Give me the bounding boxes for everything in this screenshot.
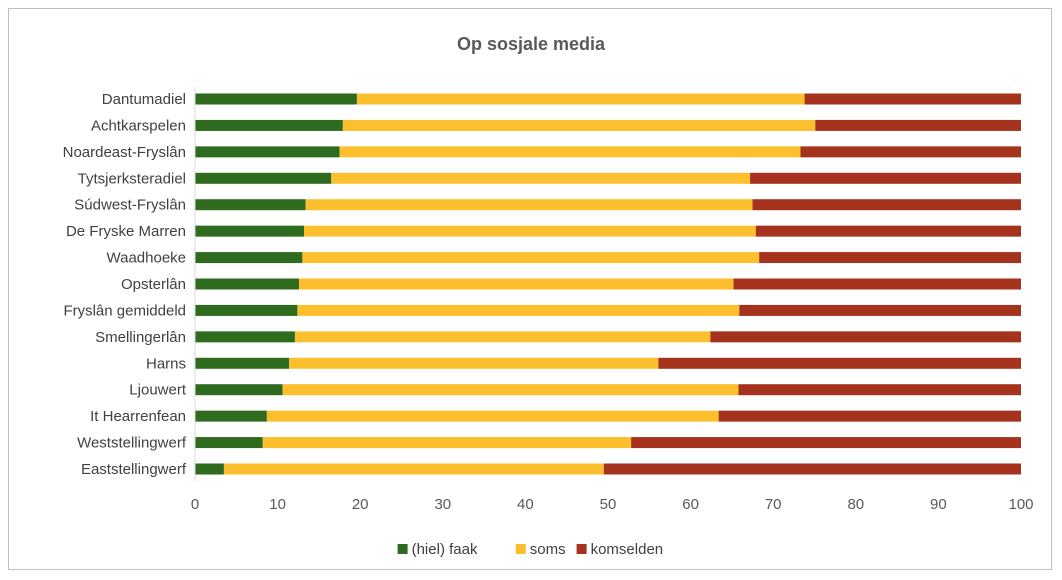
category-label: Dantumadiel (102, 91, 186, 108)
category-labels-group: Dantumadiel Achtkarspelen Noardeast-Fryslâ… (63, 91, 187, 478)
bar-segment-1-row-2 (195, 119, 343, 131)
bar-segment-2-row-14 (262, 437, 632, 449)
bar-segment-1-row-10 (195, 331, 295, 343)
category-label: Tytsjerksteradiel (78, 170, 186, 187)
bar-segment-2-row-6 (304, 225, 756, 237)
bar-segment-2-row-8 (299, 278, 734, 290)
x-tick-label: 80 (847, 496, 864, 513)
legend-swatch-3 (576, 544, 587, 554)
bar-segment-1-row-4 (195, 172, 332, 184)
bar-segment-1-row-13 (195, 410, 267, 422)
bar-segment-1-row-14 (195, 437, 263, 449)
bar-segment-3-row-6 (755, 225, 1021, 237)
bar-segment-3-row-14 (631, 437, 1021, 449)
bar-segment-3-row-4 (750, 172, 1021, 184)
bar-segment-2-row-11 (289, 357, 659, 369)
bars-group (194, 87, 1021, 481)
bar-segment-2-row-1 (356, 93, 805, 105)
bar-segment-2-row-2 (342, 119, 816, 131)
bar-segment-1-row-7 (195, 252, 303, 264)
bar-segment-3-row-15 (603, 463, 1021, 475)
bar-segment-3-row-2 (815, 119, 1021, 131)
category-label: Opsterlân (121, 276, 186, 293)
bar-segment-3-row-9 (739, 304, 1021, 316)
category-label: Fryslân gemiddeld (63, 302, 186, 319)
bar-segment-2-row-9 (297, 304, 740, 316)
bar-segment-3-row-5 (752, 199, 1021, 211)
bar-segment-2-row-7 (302, 252, 760, 264)
legend-label-2: soms (530, 541, 566, 558)
bar-segment-3-row-12 (738, 384, 1021, 396)
legend: (hiel) faak soms komselden (397, 541, 664, 558)
chart-title: Op sosjale media (456, 34, 606, 54)
bar-segment-1-row-5 (195, 199, 306, 211)
bar-segment-3-row-7 (759, 252, 1021, 264)
category-label: Noardeast-Fryslân (63, 144, 186, 161)
legend-swatch-2 (515, 544, 526, 554)
bar-segment-3-row-8 (733, 278, 1021, 290)
bar-segment-1-row-9 (195, 304, 298, 316)
x-tick-label: 30 (434, 496, 451, 513)
bar-segment-1-row-3 (195, 146, 340, 158)
category-label: De Fryske Marren (66, 223, 186, 240)
bar-segment-2-row-5 (305, 199, 753, 211)
x-tick-label: 60 (682, 496, 699, 513)
bar-segment-2-row-3 (339, 146, 801, 158)
bar-segment-2-row-15 (223, 463, 604, 475)
x-tick-label: 70 (765, 496, 782, 513)
category-label: Smellingerlân (95, 329, 186, 346)
bar-segment-1-row-8 (195, 278, 300, 290)
category-label: Súdwest-Fryslân (74, 197, 186, 214)
category-label: Achtkarspelen (91, 117, 186, 134)
category-label: Eaststellingwerf (81, 461, 187, 478)
bar-segment-2-row-10 (294, 331, 711, 343)
bar-segment-2-row-12 (282, 384, 739, 396)
bar-segment-3-row-3 (800, 146, 1021, 158)
category-label: Ljouwert (129, 382, 187, 399)
category-label: Waadhoeke (107, 250, 187, 267)
x-tick-label: 10 (269, 496, 286, 513)
legend-label-3: komselden (591, 541, 664, 558)
bar-segment-3-row-13 (718, 410, 1021, 422)
bar-segment-3-row-10 (710, 331, 1021, 343)
x-tick-label: 20 (352, 496, 369, 513)
bar-segment-1-row-12 (195, 384, 283, 396)
bar-segment-2-row-13 (266, 410, 719, 422)
legend-label-1: (hiel) faak (412, 541, 478, 558)
x-tick-labels-group: 0 10 20 30 40 50 60 70 80 90 100 (191, 496, 1034, 513)
bar-segment-1-row-15 (195, 463, 224, 475)
category-label: Harns (146, 355, 186, 372)
bar-segment-1-row-11 (195, 357, 290, 369)
bar-segment-1-row-1 (195, 93, 357, 105)
bar-segment-2-row-4 (331, 172, 751, 184)
x-tick-label: 40 (517, 496, 534, 513)
x-tick-label: 90 (930, 496, 947, 513)
category-label: It Hearrenfean (90, 408, 186, 425)
x-tick-label: 0 (191, 496, 199, 513)
x-tick-label: 50 (600, 496, 617, 513)
category-label: Weststellingwerf (77, 435, 187, 452)
bar-segment-3-row-11 (658, 357, 1021, 369)
bar-segment-1-row-6 (195, 225, 305, 237)
x-tick-label: 100 (1008, 496, 1033, 513)
legend-swatch-1 (397, 544, 408, 554)
bar-segment-3-row-1 (804, 93, 1021, 105)
